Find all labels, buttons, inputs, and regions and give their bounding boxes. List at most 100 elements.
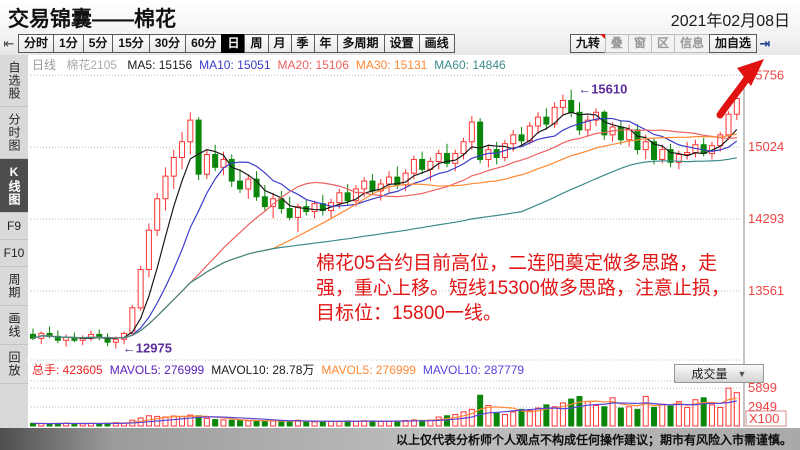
candle <box>551 106 558 125</box>
candle <box>286 208 293 218</box>
indicator-bar: 日线 棉花2105 MA5: 15156 MA10: 15051 MA20: 151… <box>32 56 520 73</box>
period-button-7[interactable]: 周 <box>244 34 269 53</box>
volume-bar <box>162 416 169 427</box>
volume-bar <box>593 405 600 427</box>
period-button-0[interactable]: 分时 <box>18 34 55 53</box>
period-button-6[interactable]: 日 <box>221 34 246 53</box>
volume-bar <box>261 420 268 427</box>
tool-button-0[interactable]: 九转 <box>569 34 606 53</box>
sidebar-item-7[interactable]: 回放 <box>0 345 28 384</box>
sidebar-item-label: 自选股 <box>7 61 21 100</box>
candle <box>162 175 169 200</box>
tool-buttons-group: 九转叠窗区信息 加自选 ⇥ <box>569 34 800 53</box>
sidebar-item-0[interactable]: 自选股 <box>0 55 28 107</box>
mavol-line-10 <box>32 400 737 425</box>
volume-bar <box>303 421 310 427</box>
disclaimer-text: 以上仅代表分析师个人观点不构成任何操作建议；期市有风险入市需谨慎。 <box>395 433 792 447</box>
volume-bar <box>228 419 235 427</box>
volume-bar <box>452 413 459 427</box>
ma-value-1: MA10: 15051 <box>199 58 271 72</box>
period-button-11[interactable]: 多周期 <box>336 34 385 53</box>
candle <box>410 158 417 174</box>
candle <box>626 129 633 141</box>
tool-button-5[interactable]: 加自选 <box>708 34 757 53</box>
candle <box>617 126 624 141</box>
tool-button-4[interactable]: 信息 <box>673 34 710 53</box>
tool-button-2[interactable]: 窗 <box>627 34 652 53</box>
sidebar: 自选股分时图 K线图 F9 F10 周期 画线 回放 <box>0 55 29 428</box>
sidebar-item-3[interactable]: F9 <box>0 213 28 240</box>
period-button-1[interactable]: 1分 <box>53 34 84 53</box>
trend-arrow <box>716 59 764 119</box>
sidebar-item-1[interactable]: 分时图 <box>0 107 28 159</box>
candle <box>294 206 301 218</box>
candle <box>733 98 740 115</box>
jump-right-icon[interactable]: ⇥ <box>759 35 771 51</box>
candle <box>261 196 268 208</box>
volume-bar <box>576 396 583 427</box>
period-button-10[interactable]: 年 <box>313 34 338 53</box>
sidebar-item-6[interactable]: 画线 <box>0 306 28 345</box>
volume-bar <box>543 404 550 427</box>
ma-value-0: MA5: 15156 <box>127 58 193 72</box>
volume-bar <box>203 417 210 427</box>
volume-bar <box>700 397 707 427</box>
volume-stat-4: MAVOL10: 287779 <box>422 363 525 377</box>
tool-button-1[interactable]: 叠 <box>604 34 629 53</box>
volume-bar <box>435 416 442 427</box>
volume-bar <box>535 407 542 427</box>
candle <box>402 172 409 186</box>
ma-lines <box>32 111 738 340</box>
candle <box>154 198 161 231</box>
candle <box>510 134 517 145</box>
sidebar-item-2[interactable]: K线图 <box>0 159 28 213</box>
ma-value-2: MA20: 15106 <box>277 58 349 72</box>
period-button-2[interactable]: 5分 <box>82 34 114 53</box>
candle <box>584 119 591 131</box>
svg-text:15024: 15024 <box>748 139 784 154</box>
candle <box>667 149 674 163</box>
chart-area[interactable]: 15756 15024 14293 13561 5899 2949 X100 ←15610 ←1… <box>28 55 800 428</box>
volume-unit-label: X100 <box>749 411 779 426</box>
low-annotation: ←12975 <box>123 341 172 356</box>
candle <box>651 141 657 160</box>
candle <box>568 99 575 113</box>
sidebar-item-4[interactable]: F10 <box>0 240 28 267</box>
period-button-5[interactable]: 60分 <box>185 34 223 53</box>
period-button-13[interactable]: 画线 <box>418 34 455 53</box>
candle <box>237 180 243 190</box>
period-button-4[interactable]: 30分 <box>148 34 187 53</box>
candle <box>477 121 484 160</box>
volume-bar <box>212 419 219 427</box>
tool-button-3[interactable]: 区 <box>650 34 675 53</box>
volume-bar <box>170 415 177 427</box>
period-button-9[interactable]: 季 <box>290 34 315 53</box>
candle <box>179 141 186 158</box>
volume-bar <box>675 401 682 427</box>
candle <box>245 178 252 190</box>
period-button-8[interactable]: 月 <box>267 34 292 53</box>
svg-text:14293: 14293 <box>748 211 784 226</box>
volume-bar <box>617 407 624 427</box>
candle <box>187 119 194 143</box>
candle <box>601 111 608 136</box>
volume-bar <box>369 420 376 427</box>
candle <box>576 111 583 131</box>
volume-bar <box>311 421 318 427</box>
period-button-12[interactable]: 设置 <box>383 34 420 53</box>
volume-bar <box>559 402 566 427</box>
volume-bar <box>286 420 293 427</box>
volume-bar <box>328 420 335 427</box>
candle <box>54 335 61 341</box>
volume-bar <box>485 405 492 427</box>
svg-text:2949: 2949 <box>748 399 777 414</box>
volume-type-button[interactable]: 成交量 ▼ <box>674 364 764 383</box>
kline-chart[interactable]: 1575615024142931356158992949X100←15610←1… <box>28 55 800 428</box>
collapse-left-icon[interactable]: ⇤ <box>3 35 15 51</box>
volume-bar <box>626 406 633 427</box>
volume-bar <box>659 403 666 427</box>
sidebar-item-5[interactable]: 周期 <box>0 267 28 306</box>
period-button-3[interactable]: 15分 <box>112 34 150 53</box>
volume-bar <box>725 387 732 427</box>
